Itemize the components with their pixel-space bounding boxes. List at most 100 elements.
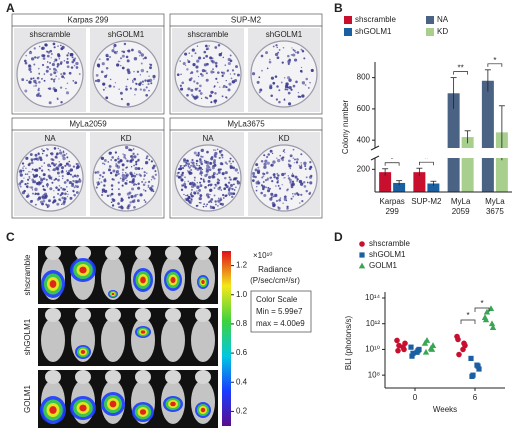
colony xyxy=(209,188,213,192)
colony xyxy=(273,175,276,179)
colony xyxy=(58,175,60,177)
colony xyxy=(275,98,279,101)
colony xyxy=(105,87,107,89)
data-point xyxy=(408,344,414,350)
colony xyxy=(29,177,31,179)
colony xyxy=(139,193,143,197)
colony xyxy=(66,190,68,193)
colony xyxy=(214,102,217,105)
colony xyxy=(277,179,279,182)
colony xyxy=(36,76,40,80)
colony xyxy=(216,178,220,181)
significance-bracket xyxy=(453,71,468,75)
colony xyxy=(133,172,136,174)
colony xyxy=(130,195,134,199)
colony xyxy=(272,195,275,198)
colony xyxy=(148,75,150,77)
colony xyxy=(76,185,79,189)
signal-blob xyxy=(170,401,176,407)
colony xyxy=(204,174,208,178)
colony xyxy=(300,66,303,69)
colony xyxy=(296,178,299,181)
colony xyxy=(263,193,267,197)
colony xyxy=(309,161,312,164)
colony xyxy=(266,67,269,70)
dish xyxy=(92,40,160,108)
x-tick-label: 2059 xyxy=(452,207,470,216)
colony xyxy=(57,53,61,57)
colony xyxy=(112,198,116,203)
colony xyxy=(66,186,68,188)
colony xyxy=(301,81,306,85)
data-point xyxy=(422,348,430,355)
colony xyxy=(36,157,40,161)
colony xyxy=(231,80,236,84)
colony xyxy=(100,156,105,160)
colony xyxy=(185,162,188,165)
colony xyxy=(183,193,185,196)
colony xyxy=(28,50,33,55)
significance-bracket xyxy=(487,63,503,67)
colony xyxy=(232,166,235,170)
colony xyxy=(103,178,107,182)
data-point xyxy=(469,373,475,379)
colony xyxy=(58,184,61,187)
colony xyxy=(109,194,112,197)
colony xyxy=(100,181,103,184)
colony xyxy=(41,165,43,168)
colony xyxy=(291,47,293,49)
colony xyxy=(73,64,76,67)
colony xyxy=(286,207,289,210)
colony xyxy=(26,79,28,82)
colony xyxy=(141,167,144,169)
colony xyxy=(48,199,51,203)
significance-bracket xyxy=(460,319,476,324)
colony xyxy=(180,178,184,182)
colony xyxy=(227,181,231,184)
colony xyxy=(292,148,295,151)
colony xyxy=(231,69,235,72)
colony xyxy=(41,148,43,151)
colony xyxy=(72,58,76,62)
colony xyxy=(294,192,297,196)
colony xyxy=(198,56,202,60)
colony xyxy=(68,164,72,168)
colony xyxy=(139,88,142,91)
colony xyxy=(252,175,256,178)
colony xyxy=(25,185,29,188)
colony xyxy=(281,184,283,186)
colony xyxy=(184,52,188,56)
colony xyxy=(232,179,235,181)
colony xyxy=(132,148,135,150)
colony xyxy=(49,68,51,70)
colony xyxy=(199,184,203,187)
colony xyxy=(210,198,214,201)
colony xyxy=(224,176,227,180)
colorbar xyxy=(222,251,231,426)
colony xyxy=(293,49,296,52)
colony xyxy=(196,190,198,192)
colony xyxy=(58,57,61,60)
mouse-head xyxy=(165,370,181,384)
colony xyxy=(34,203,37,206)
colony xyxy=(213,85,216,88)
dish-label: NA xyxy=(44,134,56,143)
colony xyxy=(108,55,112,59)
colony xyxy=(290,185,294,189)
colony xyxy=(102,162,104,165)
colony xyxy=(114,174,118,177)
colony xyxy=(279,197,282,199)
colony xyxy=(29,70,33,74)
colony xyxy=(232,192,236,195)
colony xyxy=(211,206,215,209)
colony xyxy=(290,54,292,56)
colony xyxy=(57,147,59,150)
colony xyxy=(47,174,51,178)
colony xyxy=(196,70,199,73)
colony xyxy=(129,171,133,175)
colony xyxy=(38,80,41,84)
colony xyxy=(126,102,130,106)
colony xyxy=(218,179,221,182)
colony xyxy=(126,78,129,81)
colony xyxy=(183,182,187,186)
